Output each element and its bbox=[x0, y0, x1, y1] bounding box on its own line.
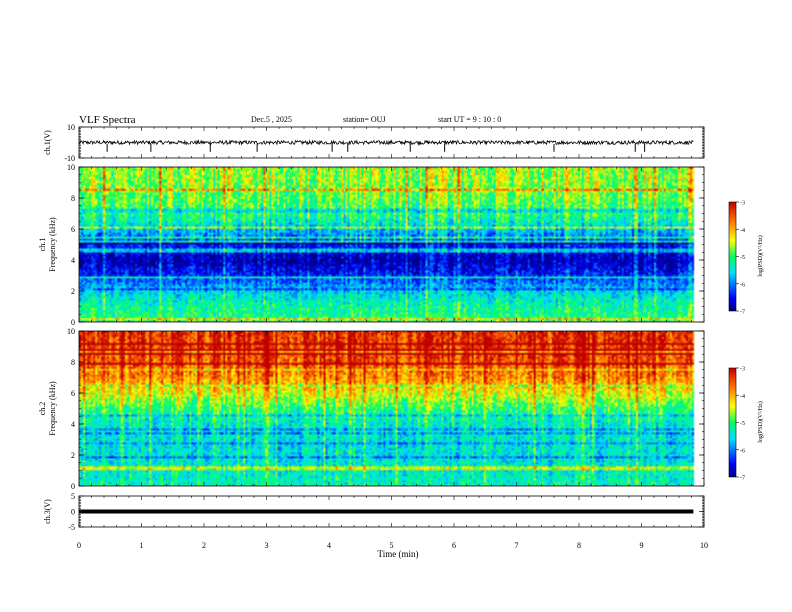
ch2-spectrogram-ytick-label: 2 bbox=[71, 451, 75, 460]
ch3-waveform-ytick-label: 5 bbox=[71, 492, 75, 501]
start-time-label: start UT = 9 : 10 : 0 bbox=[438, 115, 501, 124]
time-tick-label: 5 bbox=[390, 541, 394, 550]
time-tick-label: 9 bbox=[640, 541, 644, 550]
ch1-spectrogram-ytick-label: 8 bbox=[71, 194, 75, 203]
date-label: Dec.5 , 2025 bbox=[251, 115, 292, 124]
ch1-waveform-ytick-label: 10 bbox=[67, 123, 75, 132]
ch1-spectrogram-ytick-label: 6 bbox=[71, 225, 75, 234]
ch3-waveform-ylabel: ch.3(V) bbox=[43, 499, 52, 524]
figure-title: VLF Spectra bbox=[79, 114, 136, 126]
ch1-colorbar-tick-label: -4 bbox=[740, 228, 745, 234]
ch2-spectrogram-ylabel: Frequency (kHz) bbox=[48, 381, 57, 436]
ch1-colorbar-label: log(PSD)(V²/Hz) bbox=[757, 235, 764, 276]
ch1-spectrogram-image bbox=[79, 167, 704, 322]
ch2-colorbar-tick-label: -4 bbox=[740, 394, 745, 400]
ch2-spectrogram-ytick-label: 10 bbox=[67, 327, 75, 336]
ch2-colorbar-gradient bbox=[728, 367, 737, 478]
ch2-spectrogram-ytick-label: 6 bbox=[71, 389, 75, 398]
ch2-spectrogram-ytick-label: 0 bbox=[71, 482, 75, 491]
ch1-waveform-ylabel: ch.1(V) bbox=[43, 130, 52, 155]
ch3-waveform-trace bbox=[79, 509, 694, 514]
time-tick-label: 0 bbox=[77, 541, 81, 550]
ch2-colorbar-tick-label: -5 bbox=[740, 421, 745, 427]
ch1-spectrogram-ytick-label: 2 bbox=[71, 287, 75, 296]
time-tick-label: 2 bbox=[202, 541, 206, 550]
ch3-waveform-panel: 5 0 -5 ch.3(V) bbox=[43, 492, 705, 532]
ch1-colorbar-tick-label: -6 bbox=[740, 282, 745, 288]
ch1-spectrogram-ylabel: Frequency (kHz) bbox=[48, 217, 57, 272]
ch1-colorbar-tick-label: -3 bbox=[740, 201, 745, 207]
ch1-waveform-ytick-label: -10 bbox=[64, 154, 75, 163]
ch2-colorbar: -3 -4 -5 -6 -7 log(PSD)(V²/Hz) bbox=[728, 367, 764, 482]
time-tick-label: 6 bbox=[452, 541, 456, 550]
station-label: station= OUJ bbox=[343, 115, 386, 124]
ch2-spectrogram-panel: 0 2 4 6 8 10 ch.2 Frequency (kHz) bbox=[38, 327, 705, 491]
ch2-spectrogram-ytick-label: 4 bbox=[71, 420, 75, 429]
ch2-spectrogram-image bbox=[79, 331, 704, 486]
ch3-waveform-ytick-label: -5 bbox=[68, 523, 75, 532]
ch1-colorbar-tick-label: -5 bbox=[740, 255, 745, 261]
time-tick-label: 10 bbox=[700, 541, 708, 550]
time-tick-label: 8 bbox=[577, 541, 581, 550]
ch1-waveform-panel: 10 -10 ch.1(V) bbox=[43, 123, 705, 163]
ch3-waveform-ytick-label: 0 bbox=[71, 508, 75, 517]
ch1-spectrogram-ytick-label: 10 bbox=[67, 163, 75, 172]
ch2-colorbar-tick-label: -6 bbox=[740, 448, 745, 454]
time-axis-label: Time (min) bbox=[378, 549, 419, 559]
ch2-colorbar-label: log(PSD)(V²/Hz) bbox=[757, 401, 764, 442]
time-tick-label: 3 bbox=[265, 541, 269, 550]
time-tick-label: 1 bbox=[140, 541, 144, 550]
time-tick-label: 7 bbox=[515, 541, 519, 550]
ch2-spectrogram-ylabel: ch.2 bbox=[38, 402, 47, 416]
ch2-colorbar-tick-label: -3 bbox=[740, 367, 745, 373]
ch1-spectrogram-panel: 0 2 4 6 8 10 ch.1 Frequency (kHz) bbox=[38, 163, 705, 327]
time-tick-label: 4 bbox=[327, 541, 331, 550]
ch2-spectrogram-ytick-label: 8 bbox=[71, 358, 75, 367]
ch2-colorbar-tick-label: -7 bbox=[740, 476, 745, 482]
ch1-spectrogram-ytick-label: 4 bbox=[71, 256, 75, 265]
ch1-colorbar-tick-label: -7 bbox=[740, 310, 745, 316]
ch1-waveform-trace bbox=[78, 139, 694, 146]
time-axis: 0 1 2 3 4 5 6 7 8 9 10 bbox=[77, 541, 708, 550]
ch1-colorbar: -3 -4 -5 -6 -7 log(PSD)(V²/Hz) bbox=[728, 201, 764, 316]
ch1-colorbar-gradient bbox=[728, 201, 737, 312]
ch1-spectrogram-ytick-label: 0 bbox=[71, 318, 75, 327]
ch1-spectrogram-ylabel: ch.1 bbox=[38, 238, 47, 252]
